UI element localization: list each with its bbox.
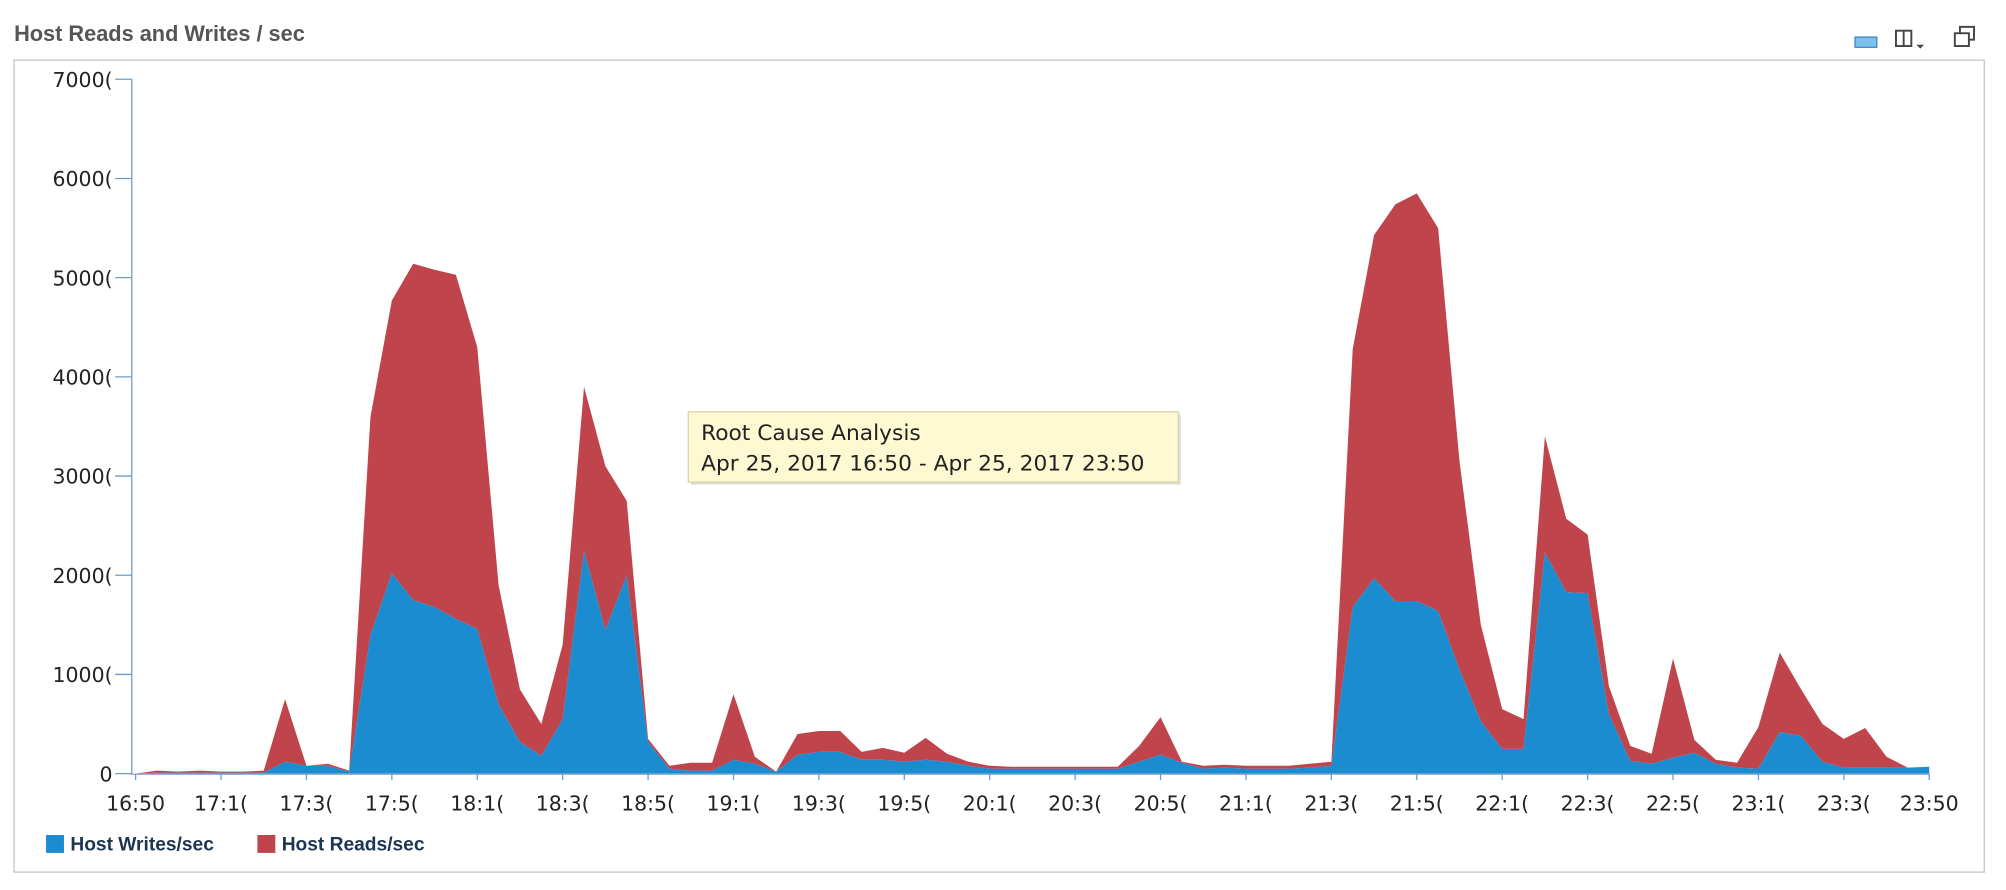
area [135,193,1930,774]
legend-swatch [46,835,64,853]
y-tick-label: 7000( [53,68,113,92]
chart-view-icon[interactable] [1854,36,1878,48]
x-tick-label: 18:5( [621,792,675,816]
x-tick-label: 18:3( [536,792,590,816]
legend-label: Host Writes/sec [70,834,214,855]
toolbar[interactable] [1854,25,1975,49]
x-tick-label: 21:1( [1219,792,1273,816]
x-tick-label: 17:3( [279,792,333,816]
chart-title: Host Reads and Writes / sec [14,21,305,46]
tooltip-box [687,411,1179,483]
x-tick-label: 23:1( [1731,792,1785,816]
axes: 0 1000( 2000( 3000( 4000( 5000( 6000( 7000( 16:5… [53,68,1959,816]
y-tick-label: 4000( [53,366,113,390]
x-tick-label: 17:5( [365,792,419,816]
y-tick-label: 1000( [53,663,113,687]
x-tick-label: 23:3( [1817,792,1871,816]
x-tick-label: 18:1( [450,792,504,816]
x-tick-label: 20:5( [1134,792,1188,816]
tooltip-title: Root Cause Analysis [701,421,921,446]
x-tick-label: 19:1( [707,792,761,816]
x-tick-label: 22:1( [1475,792,1529,816]
popout-front [1953,32,1970,47]
x-tick-label: 19:3( [792,792,846,816]
layout-icon[interactable] [1895,29,1925,49]
y-tick-label: 3000( [53,465,113,489]
y-tick-label: 5000( [53,266,113,290]
x-tick-label: 20:3( [1048,792,1102,816]
x-tick-label: 23:50 [1900,792,1959,816]
y-tick-label: 0 [100,762,113,786]
dropdown-arrow [1916,44,1925,49]
plot [135,193,1930,774]
x-tick-label: 16:50 [106,792,165,816]
x-tick-label: 22:3( [1561,792,1615,816]
tooltip-text: Apr 25, 2017 16:50 - Apr 25, 2017 23:50 [701,452,1144,477]
y-tick-label: 6000( [53,167,113,191]
x-tick-label: 19:5( [877,792,931,816]
legend-swatch [257,835,276,853]
tooltip: Root Cause Analysis Apr 25, 2017 16:50 -… [687,411,1181,485]
x-tick-label: 20:1( [963,792,1017,816]
popout-icon[interactable] [1953,25,1975,47]
x-tick-label: 22:5( [1646,792,1700,816]
x-tick-label: 21:5( [1390,792,1444,816]
legend: Host Writes/sec Host Reads/sec [46,834,425,855]
x-tick-label: 17:1( [194,792,248,816]
y-tick-label: 2000( [53,564,113,588]
x-tick-label: 21:3( [1304,792,1358,816]
area [135,550,1930,774]
legend-label: Host Reads/sec [282,834,425,855]
